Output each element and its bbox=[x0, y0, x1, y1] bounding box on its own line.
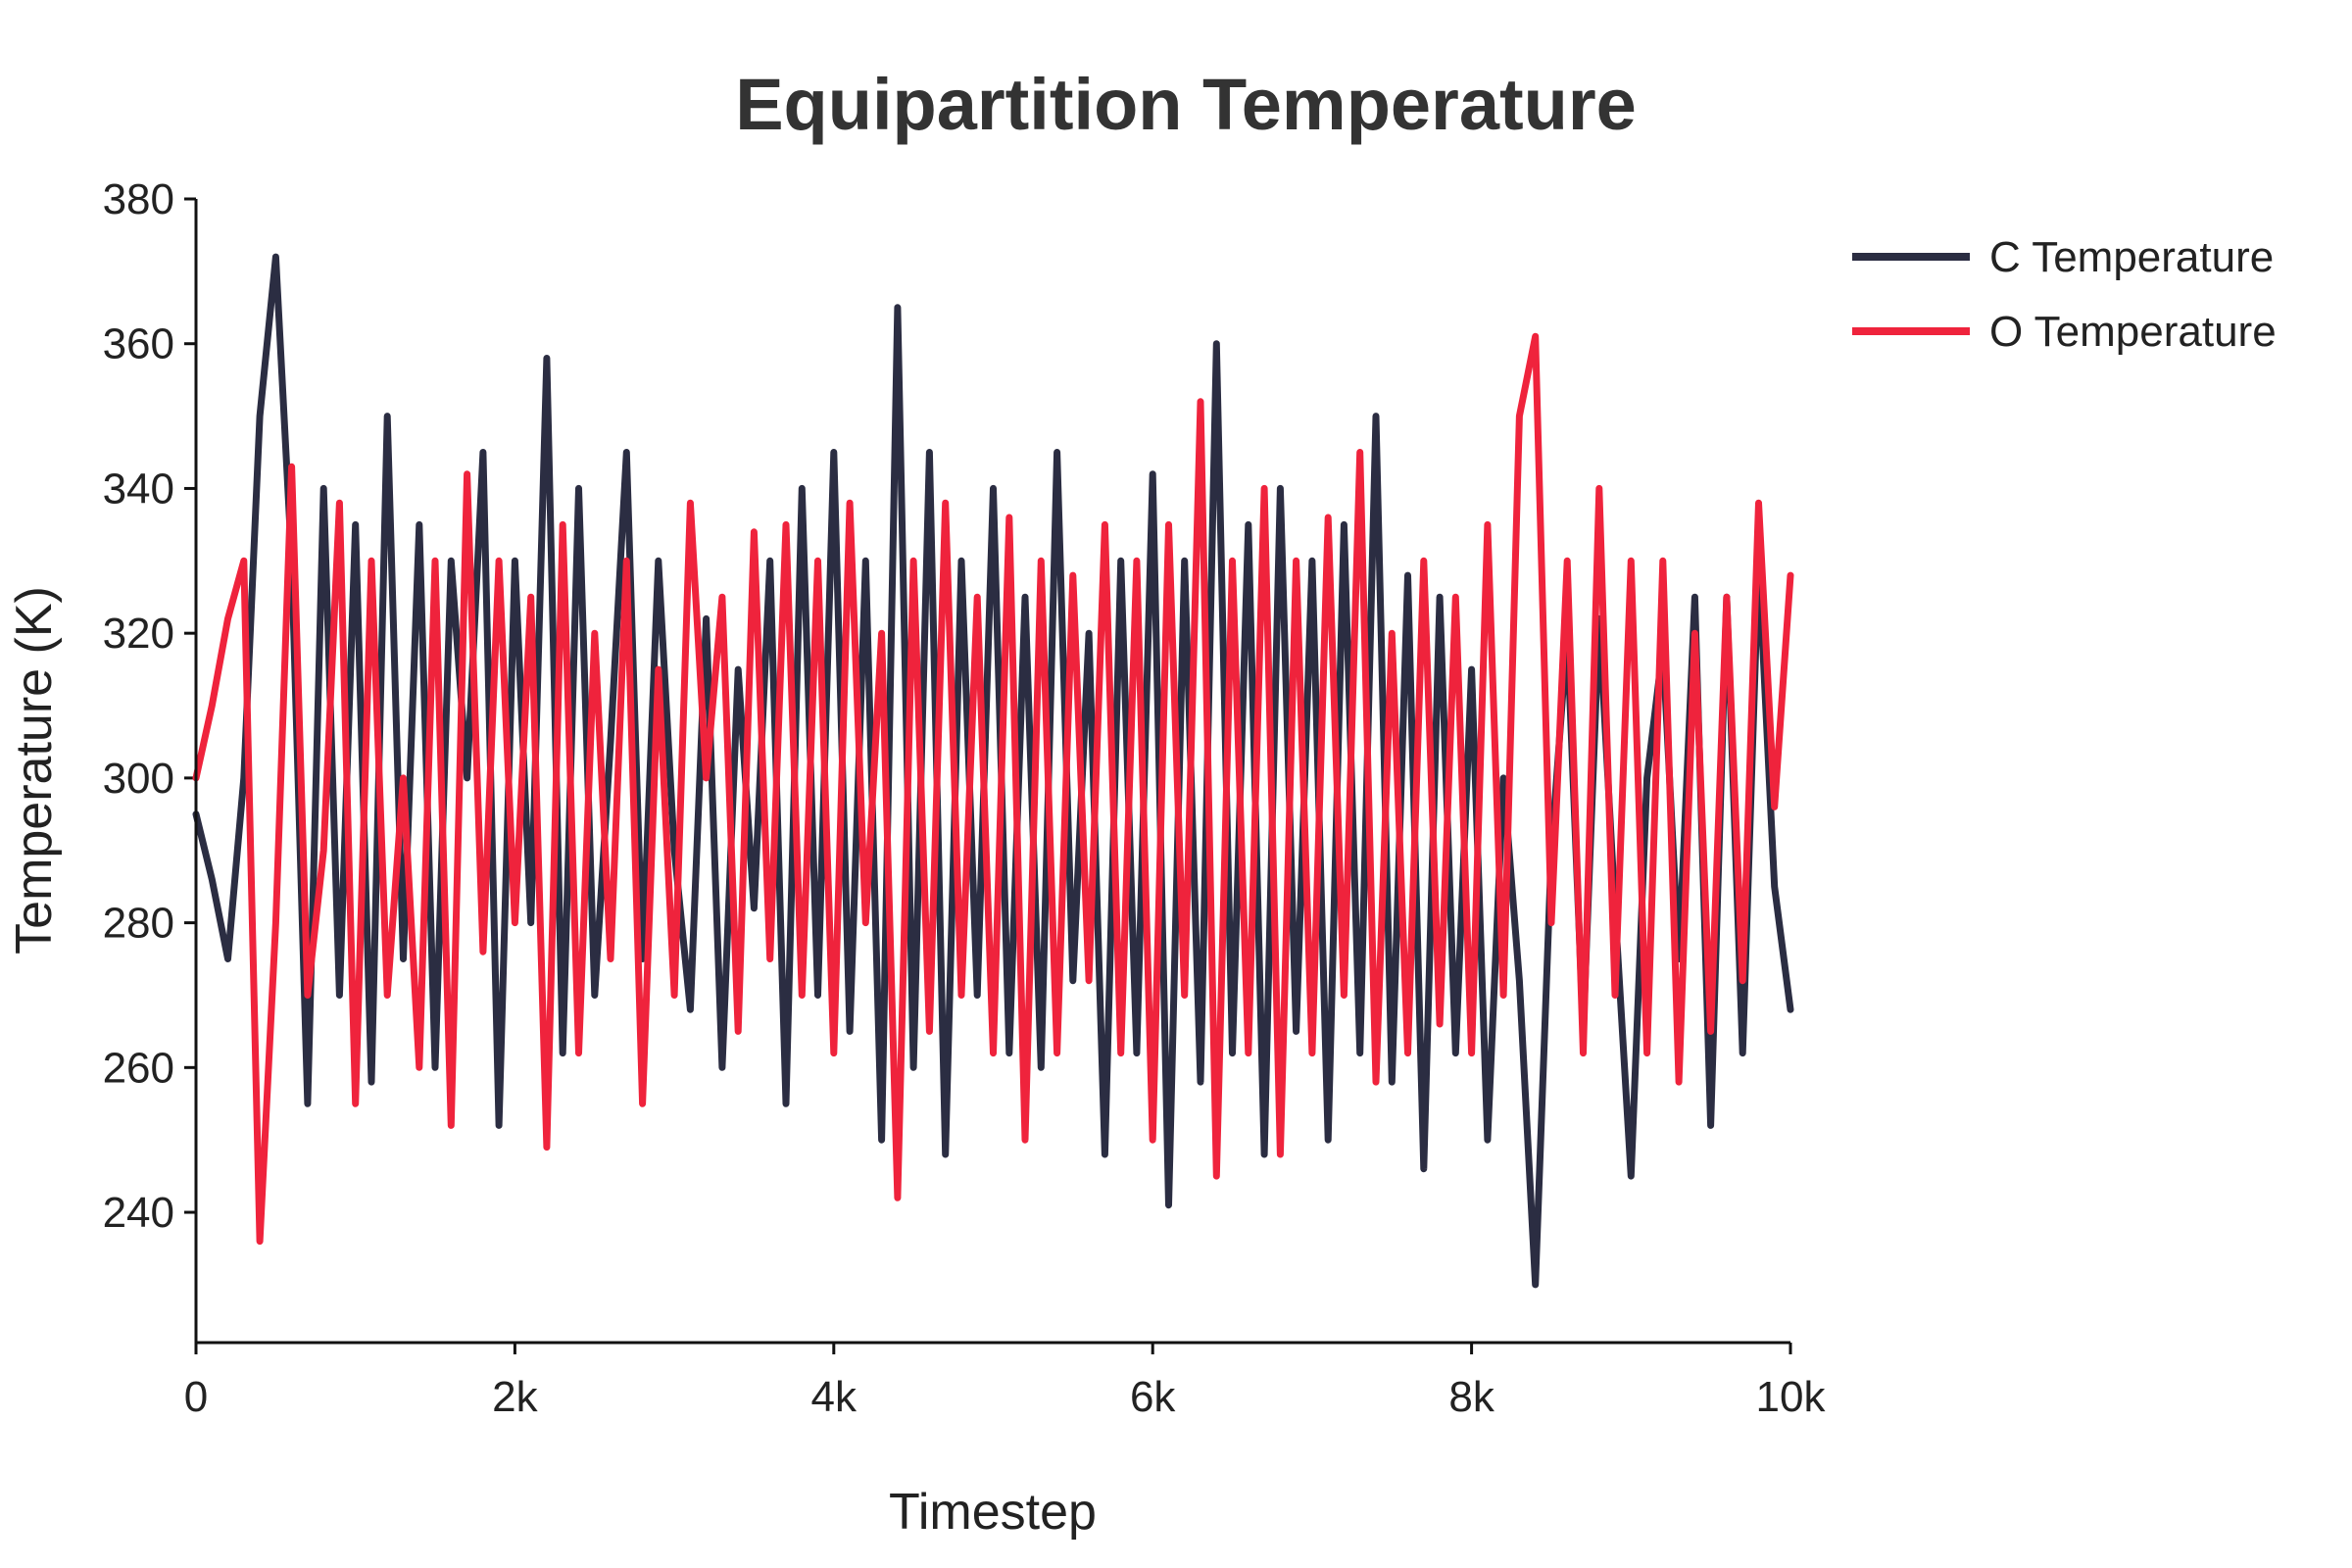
series-line-o-temperature bbox=[192, 332, 1794, 1246]
y-tick-label: 300 bbox=[103, 755, 174, 803]
y-tick-label: 380 bbox=[103, 175, 174, 223]
y-tick-label: 240 bbox=[103, 1189, 174, 1237]
series-line-c-temperature bbox=[192, 253, 1794, 1289]
y-tick-label: 320 bbox=[103, 610, 174, 658]
x-tick-label: 0 bbox=[184, 1373, 208, 1421]
y-axis-ticks: 240 260 280 300 320 340 360 380 bbox=[103, 175, 196, 1237]
x-tick-label: 2k bbox=[492, 1373, 538, 1421]
y-tick-label: 260 bbox=[103, 1044, 174, 1092]
x-tick-label: 10k bbox=[1756, 1373, 1827, 1421]
y-axis-label: Temperature (K) bbox=[6, 586, 63, 955]
legend-label: C Temperature bbox=[1989, 233, 2274, 281]
x-axis-label: Timestep bbox=[889, 1484, 1097, 1541]
x-axis-ticks: 0 2k 4k 6k 8k 10k bbox=[184, 1343, 1827, 1421]
plot-area bbox=[192, 253, 1794, 1289]
y-tick-label: 360 bbox=[103, 320, 174, 368]
chart-title: Equipartition Temperature bbox=[735, 64, 1637, 145]
legend: C Temperature O Temperature bbox=[1852, 233, 2277, 356]
x-tick-label: 8k bbox=[1448, 1373, 1494, 1421]
y-tick-label: 280 bbox=[103, 900, 174, 948]
x-tick-label: 4k bbox=[811, 1373, 858, 1421]
x-tick-label: 6k bbox=[1130, 1373, 1176, 1421]
legend-label: O Temperature bbox=[1989, 308, 2277, 356]
y-tick-label: 340 bbox=[103, 465, 174, 513]
